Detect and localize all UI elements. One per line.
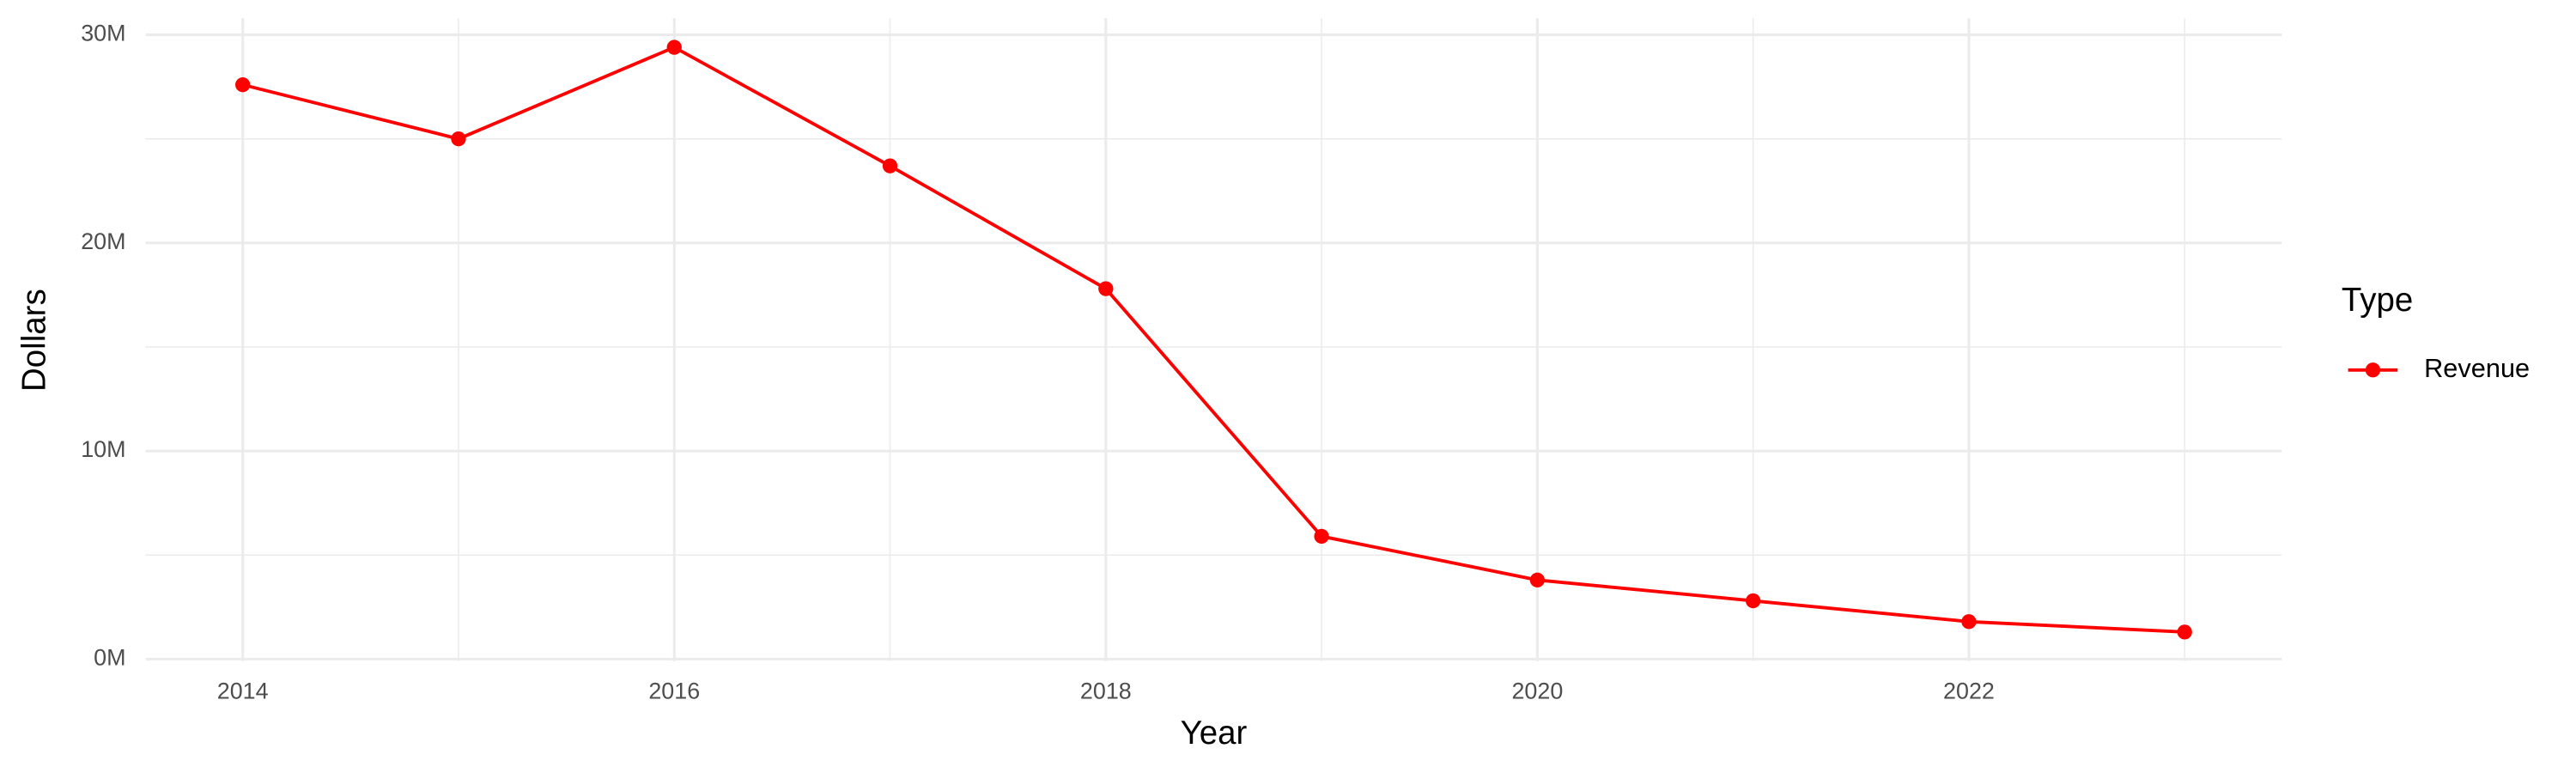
data-point (1961, 614, 1977, 630)
data-point (1746, 593, 1761, 609)
y-axis-title: Dollars (15, 289, 52, 392)
legend-key-point (2365, 362, 2381, 378)
x-tick-label: 2016 (648, 678, 700, 703)
x-tick-label: 2022 (1943, 678, 1995, 703)
legend-label: Revenue (2424, 353, 2530, 383)
y-tick-label: 0M (94, 644, 125, 670)
data-point (1098, 281, 1114, 296)
x-tick-label: 2014 (217, 678, 269, 703)
y-tick-label: 20M (81, 228, 125, 254)
y-tick-label: 30M (81, 21, 125, 46)
x-axis-title: Year (1181, 715, 1248, 752)
series-line (242, 45, 2185, 634)
data-point (1529, 572, 1546, 587)
data-point (2177, 624, 2192, 640)
data-point (451, 131, 466, 147)
data-point (882, 158, 898, 173)
legend-title: Type (2342, 282, 2413, 319)
data-point (235, 77, 251, 93)
x-tick-label: 2018 (1080, 678, 1132, 703)
x-tick-label: 2020 (1511, 678, 1563, 703)
data-point (666, 40, 682, 55)
y-tick-label: 10M (81, 436, 125, 462)
data-point (1314, 528, 1329, 545)
